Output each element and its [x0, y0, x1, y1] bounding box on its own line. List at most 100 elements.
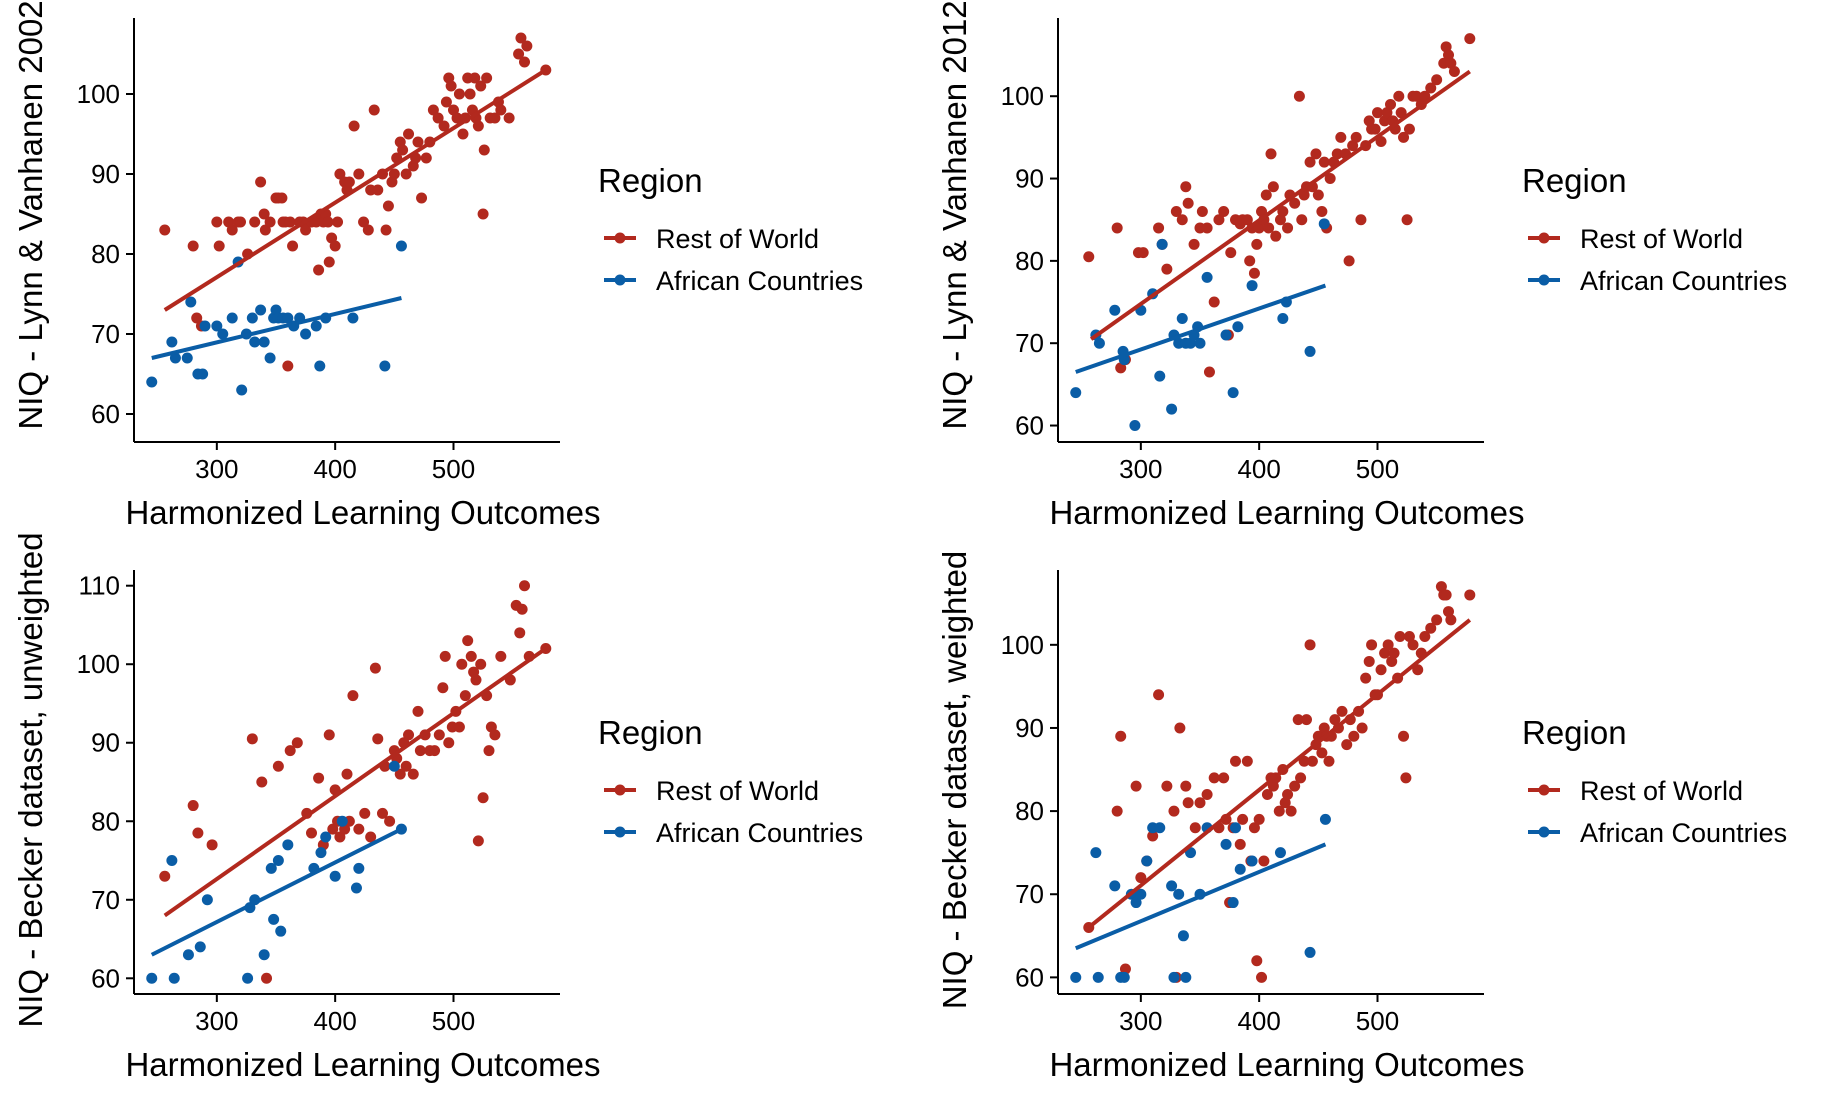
- data-point: [395, 240, 407, 252]
- data-point: [1385, 98, 1397, 110]
- x-tick-label: 400: [1237, 454, 1280, 484]
- data-point: [1241, 755, 1253, 767]
- data-point: [1177, 930, 1189, 942]
- data-point: [181, 352, 193, 364]
- data-point: [249, 336, 261, 348]
- fit-line-rest-of-world: [1089, 69, 1471, 341]
- data-point: [1304, 156, 1316, 168]
- data-point: [1403, 123, 1415, 135]
- data-point: [159, 224, 171, 236]
- data-point: [1316, 747, 1328, 759]
- data-point: [1448, 66, 1460, 78]
- fit-line-rest-of-world: [163, 68, 547, 312]
- y-tick-label: 90: [1015, 713, 1044, 743]
- data-point: [451, 112, 463, 124]
- legend-key-point: [1538, 784, 1550, 796]
- data-point: [1111, 222, 1123, 234]
- data-point: [388, 168, 400, 180]
- data-point: [1234, 863, 1246, 875]
- legend-label: Rest of World: [656, 776, 819, 806]
- data-point: [432, 112, 444, 124]
- data-point: [1318, 218, 1330, 230]
- data-point: [1273, 805, 1285, 817]
- data-point: [400, 168, 412, 180]
- data-point: [287, 240, 299, 252]
- x-tick-label: 300: [1119, 454, 1162, 484]
- data-point: [1382, 639, 1394, 651]
- data-point: [365, 831, 377, 843]
- data-point: [192, 827, 204, 839]
- data-point: [348, 120, 360, 132]
- data-point: [341, 768, 353, 780]
- y-tick-label: 70: [91, 885, 120, 915]
- data-point: [1464, 33, 1476, 45]
- data-point: [403, 729, 415, 741]
- fit-line-rest-of-world: [163, 646, 547, 918]
- data-point: [166, 336, 178, 348]
- data-point: [336, 815, 348, 827]
- data-point: [1201, 222, 1213, 234]
- data-point: [249, 216, 261, 228]
- data-point: [1393, 90, 1405, 102]
- data-point: [1360, 672, 1372, 684]
- data-point: [1182, 797, 1194, 809]
- data-point: [1070, 971, 1082, 983]
- x-tick-label: 500: [432, 454, 475, 484]
- data-point: [323, 256, 335, 268]
- data-point: [478, 144, 490, 156]
- data-point: [1154, 822, 1166, 834]
- data-point: [443, 737, 455, 749]
- data-point: [469, 72, 481, 84]
- data-point: [1220, 838, 1232, 850]
- data-point: [306, 827, 317, 839]
- legend-label: African Countries: [656, 266, 863, 296]
- x-axis-title: Harmonized Learning Outcomes: [125, 1046, 600, 1083]
- data-point: [456, 658, 468, 670]
- data-point: [1208, 772, 1220, 784]
- data-point: [445, 80, 457, 92]
- data-point: [1270, 230, 1282, 242]
- data-point: [1227, 897, 1239, 909]
- data-point: [1419, 631, 1431, 643]
- data-point: [368, 104, 380, 116]
- x-tick-label: 500: [1356, 1006, 1399, 1036]
- fit-line-african-countries: [1074, 842, 1327, 951]
- data-point: [1379, 647, 1391, 659]
- data-point: [1201, 271, 1213, 283]
- x-axis-title: Harmonized Learning Outcomes: [125, 494, 600, 531]
- data-point: [226, 312, 238, 324]
- data-point: [1279, 797, 1291, 809]
- data-point: [1070, 387, 1082, 399]
- legend-key-point: [1538, 826, 1550, 838]
- data-point: [194, 941, 206, 953]
- data-point: [1398, 131, 1410, 143]
- data-point: [1440, 589, 1452, 601]
- data-point: [439, 650, 451, 662]
- data-point: [1261, 788, 1273, 800]
- data-point: [495, 650, 507, 662]
- fit-line-african-countries: [150, 827, 403, 957]
- data-point: [191, 312, 203, 324]
- data-point: [1237, 813, 1249, 825]
- legend-label: Rest of World: [1580, 224, 1743, 254]
- data-point: [314, 360, 326, 372]
- data-point: [1154, 370, 1166, 382]
- data-point: [438, 120, 450, 132]
- data-point: [1282, 788, 1294, 800]
- data-point: [1225, 247, 1237, 259]
- data-point: [1277, 205, 1289, 217]
- data-point: [453, 721, 465, 733]
- data-point: [369, 662, 381, 674]
- data-point: [477, 208, 489, 220]
- data-point: [258, 208, 270, 220]
- data-point: [282, 312, 294, 324]
- data-point: [489, 729, 501, 741]
- data-point: [310, 320, 322, 332]
- data-point: [453, 88, 465, 100]
- legend-key-point: [614, 784, 626, 796]
- data-point: [1093, 337, 1105, 349]
- data-point: [427, 104, 439, 116]
- y-tick-label: 60: [91, 963, 120, 993]
- data-point: [353, 862, 365, 874]
